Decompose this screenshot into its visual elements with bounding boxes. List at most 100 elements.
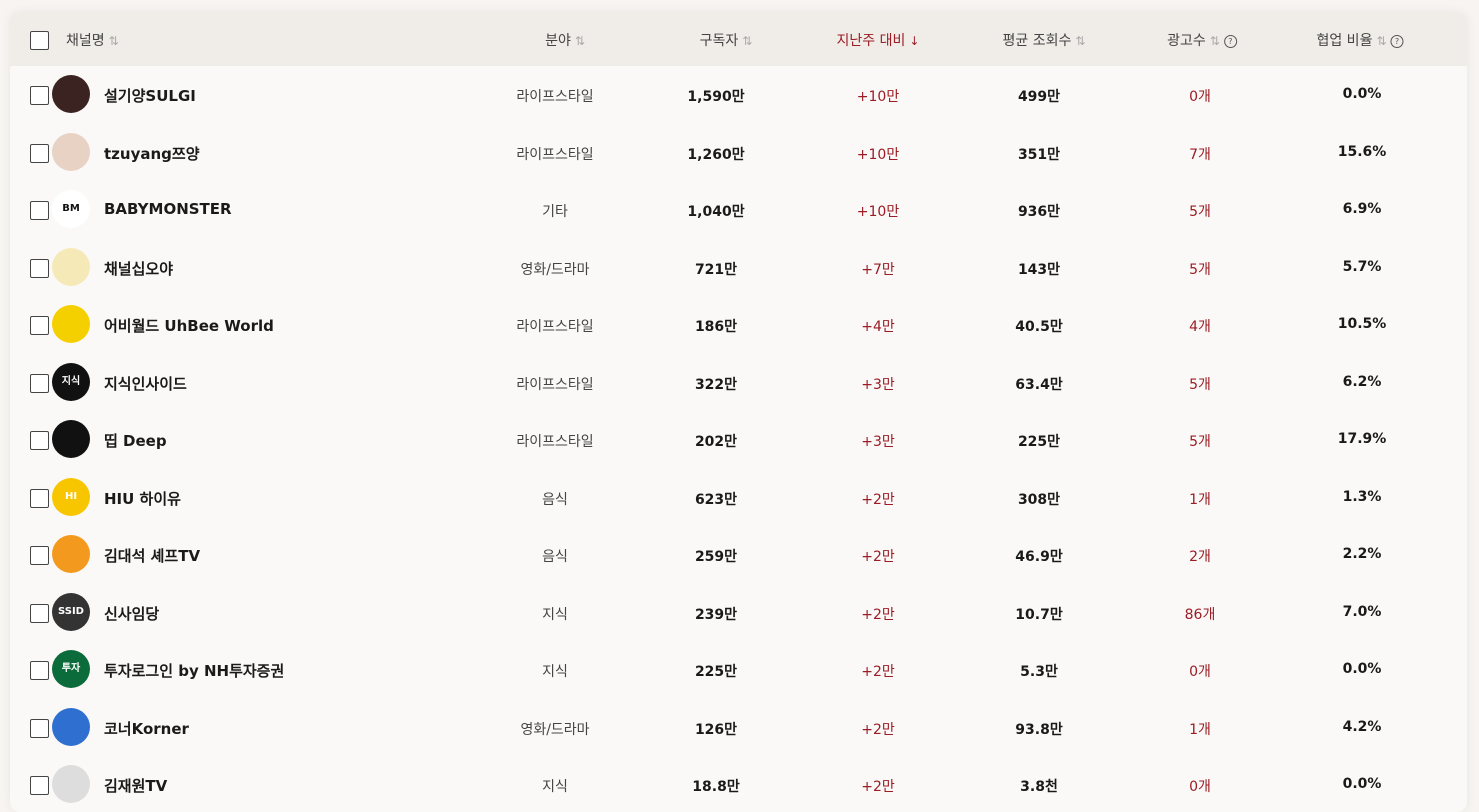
channel-name[interactable]: 김재원TV [104,777,168,795]
collab-ratio: 6.9% [1342,201,1382,217]
weekly-change: +10만 [856,204,900,220]
header-subscribers[interactable]: 구독자 ⇅ [700,30,753,50]
collab-ratio: 2.2% [1342,546,1382,562]
header-channel[interactable]: 채널명 ⇅ [66,30,119,50]
channel-name[interactable]: 띱 Deep [104,432,167,450]
row-checkbox[interactable] [30,546,49,565]
row-checkbox[interactable] [30,316,49,335]
ad-count: 0개 [1189,89,1211,105]
table-row[interactable]: 지식 지식인사이드 라이프스타일 322만 +3만 63.4만 5개 6.2% [10,354,1467,412]
collab-ratio: 4.2% [1342,718,1382,735]
table-row[interactable]: 설기양SULGI 라이프스타일 1,590만 +10만 499만 0개 0.0% [10,66,1467,124]
row-checkbox[interactable] [30,776,49,795]
ad-count: 2개 [1189,549,1211,565]
weekly-change: +2만 [861,606,895,623]
channel-avatar[interactable] [52,132,90,171]
select-all-checkbox[interactable] [30,31,49,50]
channel-avatar[interactable] [52,535,90,573]
header-category[interactable]: 분야 ⇅ [545,30,585,50]
channel-name[interactable]: 채널십오야 [104,259,174,278]
ad-count: 0개 [1189,779,1211,795]
header-collab-ratio[interactable]: 협업 비율 ⇅? [1316,30,1404,50]
channel-name[interactable]: 투자로그인 by NH투자증권 [104,662,285,680]
subscribers: 623만 [694,491,738,508]
subscribers: 1,040만 [687,204,745,220]
channel-name[interactable]: 어비월드 UhBee World [104,317,274,335]
avg-views: 499만 [1017,89,1061,105]
row-checkbox[interactable] [30,373,49,393]
weekly-change: +7만 [861,261,895,278]
subscribers: 1,590만 [687,89,745,105]
avg-views: 46.9만 [1015,549,1063,565]
ad-count: 5개 [1189,434,1211,450]
channel-avatar[interactable] [52,75,90,113]
ad-count: 5개 [1189,204,1211,220]
table-row[interactable]: tzuyang쯔양 라이프스타일 1,260만 +10만 351만 7개 15.… [10,124,1467,182]
row-checkbox[interactable] [30,431,49,450]
channel-avatar[interactable] [52,765,90,803]
channel-name[interactable]: 김대석 셰프TV [104,547,201,565]
weekly-change: +3만 [861,434,895,450]
channel-avatar[interactable]: 지식 [52,362,90,401]
header-ads[interactable]: 광고수 ⇅? [1167,30,1237,50]
row-checkbox[interactable] [30,143,49,163]
row-checkbox[interactable] [30,201,49,220]
row-checkbox[interactable] [30,488,49,508]
collab-ratio: 5.7% [1342,258,1382,275]
table-row[interactable]: 어비월드 UhBee World 라이프스타일 186만 +4만 40.5만 4… [10,296,1467,354]
row-checkbox[interactable] [30,718,49,738]
header-label: 채널명 [66,33,105,49]
channel-avatar[interactable] [52,420,90,458]
channel-name[interactable]: 설기양SULGI [104,87,196,105]
weekly-change: +2만 [861,721,895,738]
weekly-change: +3만 [861,376,895,393]
row-checkbox[interactable] [30,603,49,623]
sort-icon: ⇅ [742,34,753,48]
table-row[interactable]: BM BABYMONSTER 기타 1,040만 +10만 936만 5개 6.… [10,181,1467,239]
help-icon[interactable]: ? [1390,35,1404,48]
channel-name[interactable]: 신사임당 [104,604,160,623]
subscribers: 239만 [694,606,738,623]
channel-name[interactable]: 지식인사이드 [104,374,187,393]
table-row[interactable]: 김재원TV 지식 18.8만 +2만 3.8천 0개 0.0% [10,756,1467,812]
sort-icon: ⇅ [1376,34,1387,48]
ad-count: 0개 [1189,664,1211,680]
channel-avatar[interactable]: SSID [52,592,90,631]
table-row[interactable]: 띱 Deep 라이프스타일 202만 +3만 225만 5개 17.9% [10,411,1467,469]
table-row[interactable]: 코너Korner 영화/드라마 126만 +2만 93.8만 1개 4.2% [10,699,1467,757]
channel-avatar[interactable] [52,707,90,746]
table-row[interactable]: 채널십오야 영화/드라마 721만 +7만 143만 5개 5.7% [10,239,1467,297]
help-icon[interactable]: ? [1223,35,1237,48]
channel-name[interactable]: tzuyang쯔양 [104,144,200,163]
channel-avatar[interactable]: 투자 [52,650,90,688]
table-row[interactable]: 김대석 셰프TV 음식 259만 +2만 46.9만 2개 2.2% [10,526,1467,584]
category: 라이프스타일 [516,434,594,450]
ad-count: 5개 [1189,261,1211,278]
channel-avatar[interactable]: HI [52,477,90,516]
subscribers: 1,260만 [687,146,745,163]
avg-views: 936만 [1017,204,1061,220]
header-label: 지난주 대비 [836,33,906,49]
channel-ranking-table: 채널명 ⇅ 분야 ⇅ 구독자 ⇅ 지난주 대비 ↓ 평균 조회수 ⇅ 광고수 ⇅? 협업 비… [10,12,1467,812]
channel-avatar[interactable]: BM [52,190,90,228]
collab-ratio: 7.0% [1342,603,1382,620]
channel-name[interactable]: HIU 하이유 [104,489,181,508]
row-checkbox[interactable] [30,661,49,680]
sort-desc-icon: ↓ [909,34,920,48]
channel-name[interactable]: BABYMONSTER [104,200,232,218]
channel-name[interactable]: 코너Korner [104,719,189,738]
avg-views: 93.8만 [1015,721,1063,738]
avg-views: 143만 [1017,261,1061,278]
header-avg-views[interactable]: 평균 조회수 ⇅ [1003,30,1086,50]
row-checkbox[interactable] [30,86,49,105]
header-label: 분야 [545,33,571,49]
table-row[interactable]: 투자 투자로그인 by NH투자증권 지식 225만 +2만 5.3만 0개 0… [10,641,1467,699]
table-row[interactable]: HI HIU 하이유 음식 623만 +2만 308만 1개 1.3% [10,469,1467,527]
channel-avatar[interactable] [52,247,90,286]
table-row[interactable]: SSID 신사임당 지식 239만 +2만 10.7만 86개 7.0% [10,584,1467,642]
weekly-change: +10만 [856,146,900,163]
channel-avatar[interactable] [52,305,90,343]
row-checkbox[interactable] [30,258,49,278]
table-header: 채널명 ⇅ 분야 ⇅ 구독자 ⇅ 지난주 대비 ↓ 평균 조회수 ⇅ 광고수 ⇅? 협업 비… [10,12,1467,66]
header-weekly-change[interactable]: 지난주 대비 ↓ [837,30,920,50]
